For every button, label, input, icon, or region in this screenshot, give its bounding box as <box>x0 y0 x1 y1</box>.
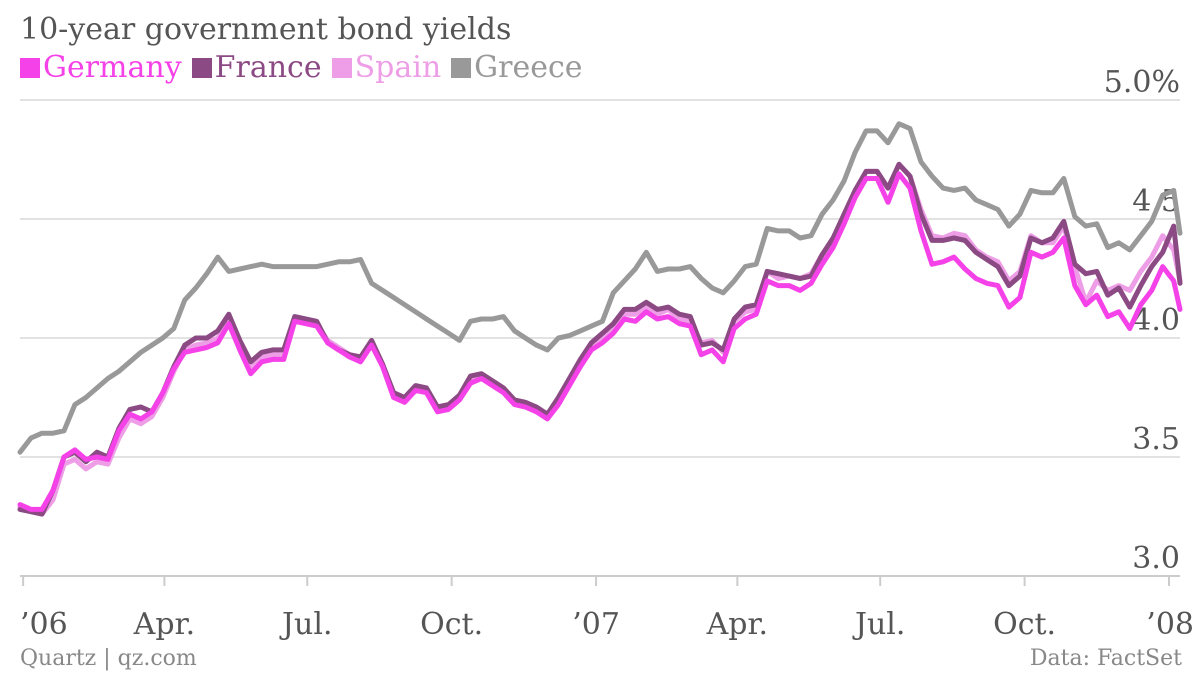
series-line-germany <box>17 171 1183 512</box>
series-line-greece <box>17 121 1183 455</box>
series-lines <box>17 121 1183 517</box>
chart-title: 10-year government bond yields <box>20 12 512 47</box>
x-tick-label: Jul. <box>279 607 332 642</box>
legend-label-greece: Greece <box>474 50 583 85</box>
legend-item-greece: Greece <box>451 50 583 85</box>
x-tick-label: Jul. <box>852 607 905 642</box>
legend-swatch-france <box>191 57 212 78</box>
legend-item-spain: Spain <box>331 50 442 85</box>
x-tick-label: Apr. <box>133 607 195 642</box>
y-tick-label: 5.0% <box>1104 65 1180 100</box>
series-line-france <box>17 161 1183 517</box>
x-tick-label: ’06 <box>20 607 68 642</box>
series-line-spain <box>17 161 1183 517</box>
legend-label-france: France <box>214 50 322 85</box>
y-tick-label: 3.5 <box>1132 422 1180 457</box>
y-tick-label: 3.0 <box>1132 541 1180 576</box>
legend-swatch-germany <box>20 57 40 78</box>
legend-item-germany: Germany <box>20 50 182 85</box>
x-tick-label: ’07 <box>572 607 620 642</box>
legend-label-spain: Spain <box>354 50 442 85</box>
legend-swatch-spain <box>331 57 352 78</box>
legend-item-france: France <box>191 50 322 85</box>
x-tick-label: Oct. <box>420 607 483 642</box>
legend: Germany France Spain Greece <box>20 50 583 85</box>
x-tick-label: Oct. <box>993 607 1056 642</box>
legend-swatch-greece <box>451 57 472 78</box>
y-axis-labels: 5.0%4.54.03.53.0 <box>1104 65 1180 576</box>
legend-label-germany: Germany <box>43 50 182 85</box>
footer-source: Data: FactSet <box>1029 646 1182 671</box>
x-tick-label: ’08 <box>1146 607 1194 642</box>
footer-brand: Quartz | qz.com <box>20 646 197 671</box>
x-axis: ’06 Apr. Jul. Oct. ’07 Apr. Jul. Oct. ’08 <box>20 576 1194 642</box>
x-tick-label: Apr. <box>706 607 768 642</box>
